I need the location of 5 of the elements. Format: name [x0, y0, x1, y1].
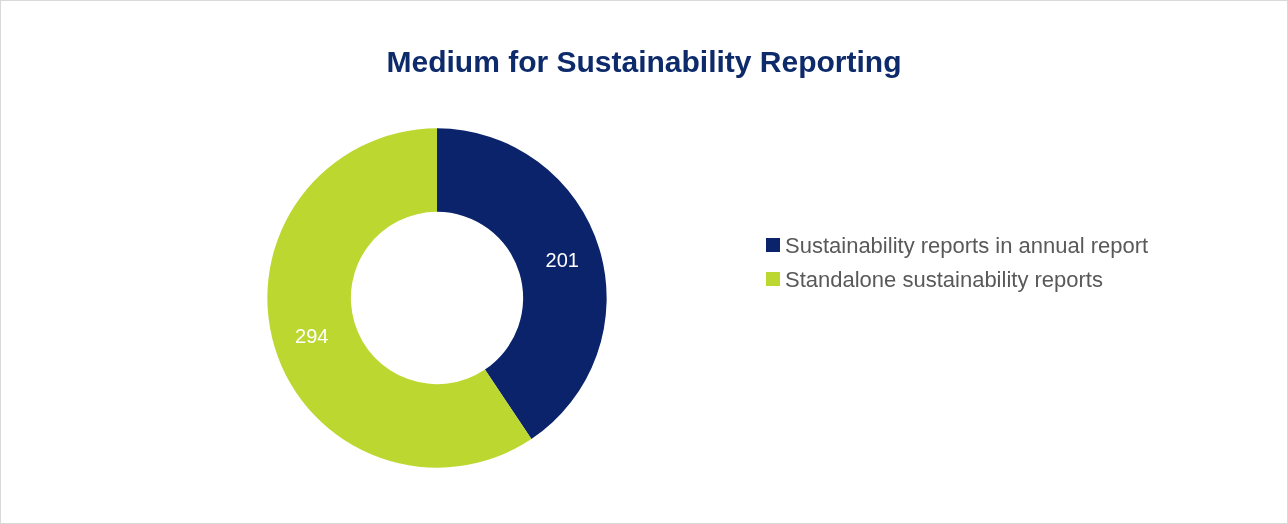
legend-label: Standalone sustainability reports	[785, 266, 1103, 292]
legend-label: Sustainability reports in annual report	[785, 232, 1149, 258]
data-label: 294	[295, 325, 329, 348]
chart-title: Medium for Sustainability Reporting	[386, 44, 902, 78]
data-label: 201	[545, 248, 579, 271]
